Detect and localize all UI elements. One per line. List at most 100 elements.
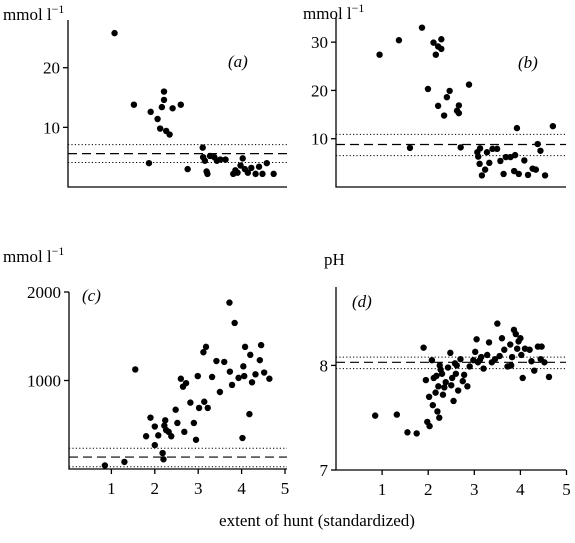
data-point <box>406 144 414 152</box>
data-point <box>425 393 433 400</box>
data-point <box>440 112 448 119</box>
data-point <box>266 375 273 382</box>
data-point <box>111 29 118 37</box>
data-point <box>498 335 506 342</box>
data-point <box>216 388 224 396</box>
unit-label: mmol l−1 <box>3 244 64 266</box>
data-point <box>517 335 524 342</box>
data-point <box>473 336 480 343</box>
data-point <box>393 411 401 418</box>
data-point <box>453 362 460 369</box>
data-point <box>475 153 482 160</box>
data-point <box>204 404 211 412</box>
data-point <box>172 406 179 413</box>
unit-label: mmol l−1 <box>303 1 364 23</box>
data-point <box>430 39 437 46</box>
data-point <box>132 366 139 373</box>
data-point <box>513 345 521 352</box>
data-point <box>486 159 493 167</box>
data-point <box>524 171 532 179</box>
data-point <box>246 410 253 418</box>
y-tick-label: 30 <box>311 33 328 52</box>
data-point <box>418 24 426 31</box>
data-point <box>484 351 491 359</box>
data-point <box>500 170 507 178</box>
data-point <box>502 153 510 161</box>
data-point <box>192 436 200 443</box>
data-point <box>162 417 169 424</box>
data-point <box>160 88 168 95</box>
data-point <box>231 319 238 327</box>
data-point <box>248 379 256 386</box>
data-point <box>201 398 208 405</box>
data-point <box>447 349 454 357</box>
data-point <box>507 341 514 348</box>
data-point <box>513 124 521 132</box>
data-point <box>239 155 246 162</box>
data-point <box>158 103 166 111</box>
data-point <box>184 165 191 173</box>
data-point <box>371 412 379 419</box>
data-point <box>259 170 266 178</box>
data-point <box>151 423 158 430</box>
data-point <box>464 383 471 390</box>
y-tick-label: 10 <box>311 130 328 149</box>
data-point <box>476 160 483 168</box>
data-point <box>182 379 190 387</box>
data-point <box>237 162 244 169</box>
data-point <box>549 122 557 130</box>
data-point <box>538 343 545 350</box>
data-point <box>213 357 220 365</box>
x-tick-label: 5 <box>562 480 571 499</box>
data-point <box>485 339 493 346</box>
data-point <box>241 372 248 380</box>
data-point <box>244 169 252 176</box>
data-point <box>156 125 164 132</box>
data-point <box>450 397 457 405</box>
data-point <box>507 362 515 369</box>
data-point <box>154 115 161 123</box>
data-point <box>510 167 518 175</box>
panel-label: (c) <box>82 286 101 305</box>
data-point <box>518 351 525 359</box>
axis-lines <box>335 18 566 188</box>
data-point <box>247 351 254 359</box>
data-point <box>426 422 433 430</box>
data-point <box>497 157 504 165</box>
data-point <box>226 299 233 306</box>
panel-label: (b) <box>518 53 538 72</box>
data-point <box>270 170 277 178</box>
x-tick-label: 3 <box>194 479 203 498</box>
data-point <box>541 172 549 179</box>
data-point <box>151 441 158 449</box>
data-point <box>457 355 464 363</box>
x-tick-label: 4 <box>516 480 525 499</box>
unit-label-text: mmol l <box>303 4 352 23</box>
data-point <box>252 371 259 378</box>
data-point <box>222 156 229 163</box>
data-point <box>496 352 503 360</box>
data-point <box>519 374 526 382</box>
data-point <box>177 101 184 108</box>
data-point <box>465 81 473 88</box>
data-point <box>376 51 383 58</box>
panel-b: mmol l−1 (b) 10 20 30 <box>303 1 566 188</box>
data-point <box>200 348 207 356</box>
y-tick-label: 10 <box>43 118 60 137</box>
data-point <box>472 348 479 356</box>
x-tick-label: 3 <box>470 480 479 499</box>
data-point <box>478 353 485 361</box>
data-point <box>201 157 209 164</box>
data-point <box>217 156 224 163</box>
x-tick-label: 5 <box>281 479 290 498</box>
unit-label-text: pH <box>324 250 345 269</box>
data-point <box>263 159 270 167</box>
data-point <box>147 108 154 116</box>
data-point <box>160 96 168 104</box>
data-point <box>166 131 173 138</box>
panel-d: pH (d) 7 8 1 2 3 4 5 <box>320 250 571 499</box>
unit-label-text: mmol l <box>3 5 52 24</box>
data-point <box>432 51 440 58</box>
data-point <box>101 462 109 469</box>
data-point <box>521 157 528 164</box>
